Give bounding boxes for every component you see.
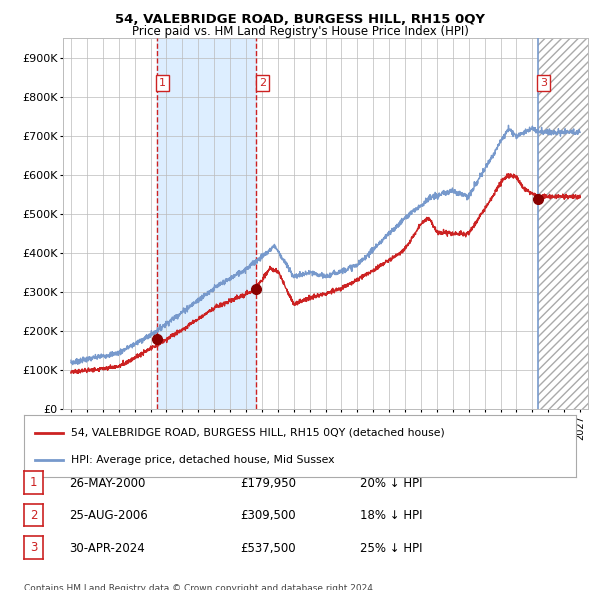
Text: 54, VALEBRIDGE ROAD, BURGESS HILL, RH15 0QY (detached house): 54, VALEBRIDGE ROAD, BURGESS HILL, RH15 … (71, 428, 445, 438)
Text: 18% ↓ HPI: 18% ↓ HPI (360, 509, 422, 522)
Text: 25% ↓ HPI: 25% ↓ HPI (360, 542, 422, 555)
Text: 26-MAY-2000: 26-MAY-2000 (69, 477, 145, 490)
Text: £309,500: £309,500 (240, 509, 296, 522)
Text: 54, VALEBRIDGE ROAD, BURGESS HILL, RH15 0QY: 54, VALEBRIDGE ROAD, BURGESS HILL, RH15 … (115, 13, 485, 26)
Bar (538, 38, 588, 409)
Text: HPI: Average price, detached house, Mid Sussex: HPI: Average price, detached house, Mid … (71, 455, 334, 465)
Text: 1: 1 (30, 476, 37, 489)
Text: 2: 2 (259, 78, 266, 88)
Text: 2: 2 (30, 509, 37, 522)
Text: 3: 3 (30, 541, 37, 554)
Text: £179,950: £179,950 (240, 477, 296, 490)
Text: £537,500: £537,500 (240, 542, 296, 555)
Text: 3: 3 (540, 78, 547, 88)
Text: 20% ↓ HPI: 20% ↓ HPI (360, 477, 422, 490)
Text: 30-APR-2024: 30-APR-2024 (69, 542, 145, 555)
Bar (157, 38, 256, 409)
Text: 25-AUG-2006: 25-AUG-2006 (69, 509, 148, 522)
Text: 1: 1 (159, 78, 166, 88)
Text: Contains HM Land Registry data © Crown copyright and database right 2024.: Contains HM Land Registry data © Crown c… (24, 584, 376, 590)
Text: Price paid vs. HM Land Registry's House Price Index (HPI): Price paid vs. HM Land Registry's House … (131, 25, 469, 38)
